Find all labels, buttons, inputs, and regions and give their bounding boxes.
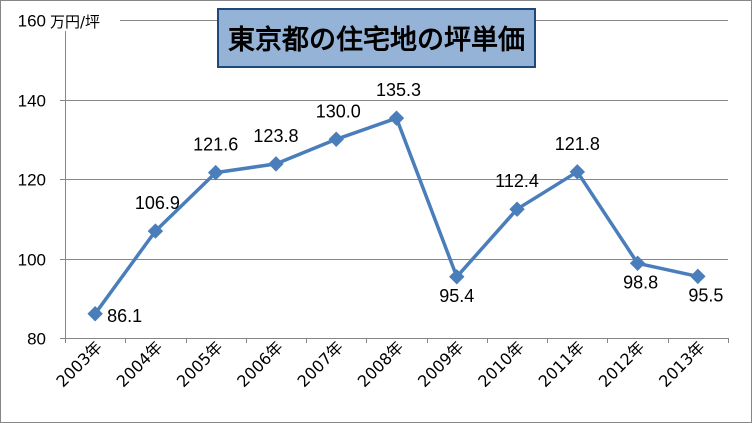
y-tick-label: 120 <box>18 171 46 190</box>
data-labels: 86.1 106.9 121.6 123.8 130.0 135.3 95.4 112.4 12… <box>107 80 723 326</box>
data-label: 135.3 <box>376 80 421 100</box>
data-point <box>690 268 706 285</box>
unit-label: 万円/坪 <box>50 13 100 31</box>
data-label: 106.9 <box>135 193 180 213</box>
y-tick-label: 100 <box>18 251 46 270</box>
data-label: 123.8 <box>253 126 298 146</box>
data-label: 86.1 <box>107 306 142 326</box>
data-label: 95.5 <box>688 285 723 305</box>
data-point <box>569 164 586 180</box>
data-point <box>207 164 224 181</box>
data-point <box>268 156 284 172</box>
data-point <box>629 255 646 271</box>
y-tick-label: 160 <box>18 12 46 31</box>
data-label: 98.8 <box>623 272 658 292</box>
chart-title-box: 東京都の住宅地の坪単価 <box>217 8 536 68</box>
data-label: 95.4 <box>439 286 474 306</box>
data-point <box>87 306 103 322</box>
data-label: 112.4 <box>495 171 539 191</box>
data-label: 121.6 <box>193 135 238 155</box>
data-label: 121.8 <box>555 134 600 154</box>
data-point <box>509 201 525 217</box>
title-box-background <box>217 8 536 68</box>
axes <box>65 20 728 339</box>
unit-label-bg <box>48 11 120 31</box>
data-point <box>328 131 344 147</box>
data-point <box>147 223 164 239</box>
data-label: 130.0 <box>316 101 361 121</box>
chart-title: 東京都の住宅地の坪単価 <box>228 24 525 56</box>
series <box>87 110 706 322</box>
data-point <box>388 110 405 126</box>
data-point <box>449 269 465 285</box>
y-tick-label: 80 <box>27 330 46 349</box>
y-tick-label: 140 <box>18 92 46 111</box>
